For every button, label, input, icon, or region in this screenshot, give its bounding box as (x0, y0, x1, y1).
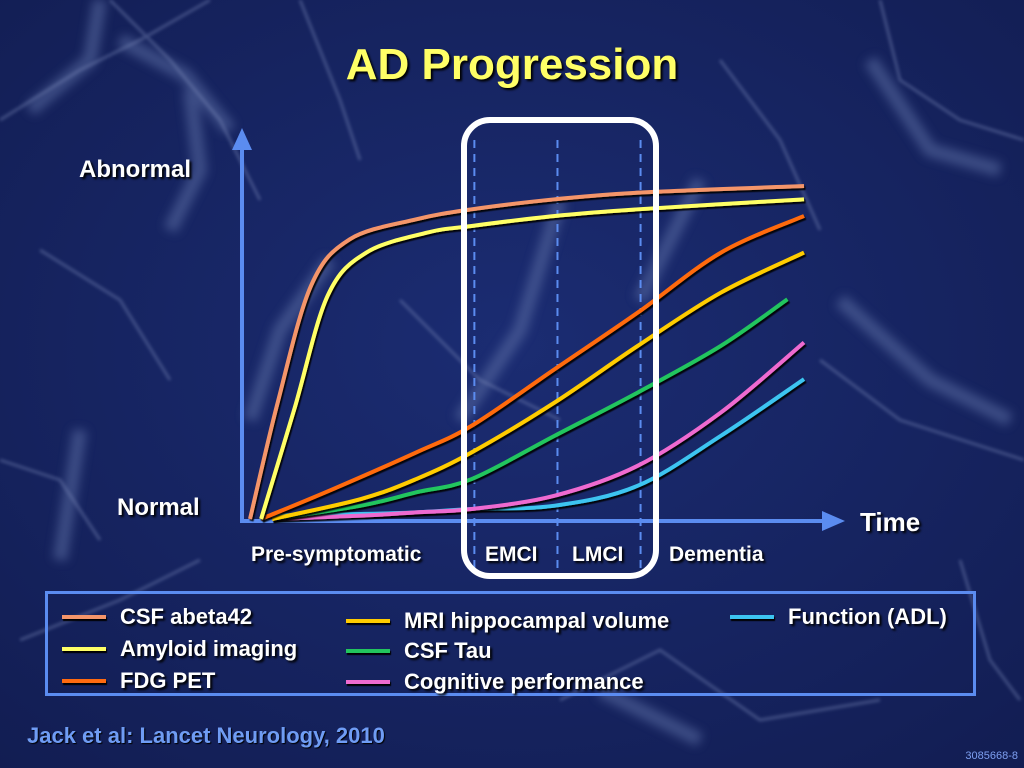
x-axis-time-label: Time (860, 507, 921, 537)
legend-item-cognitive-performance: Cognitive performance (346, 669, 644, 695)
legend-item-mri-hippocampal-volume: MRI hippocampal volume (346, 608, 669, 634)
legend-swatch (62, 615, 106, 619)
legend-item-csf-tau: CSF Tau (346, 638, 492, 664)
series-line-function-adl (272, 377, 806, 518)
series-curves (248, 184, 806, 521)
citation: Jack et al: Lancet Neurology, 2010 (27, 723, 385, 748)
mci-highlight-box (461, 117, 659, 579)
series-line-cognitive-performance (272, 340, 806, 521)
legend-label: Function (ADL) (788, 604, 947, 629)
slide-id: 3085668-8 (965, 750, 1018, 762)
stage-label-lmci: LMCI (572, 543, 624, 566)
y-axis-normal-label: Normal (117, 494, 200, 521)
legend-label: MRI hippocampal volume (404, 608, 670, 633)
stage-label-presymptomatic: Pre-symptomatic (251, 543, 422, 566)
stage-label-dementia: Dementia (669, 543, 764, 566)
chart-legend: CSF abeta42 Amyloid imaging FDG PET MRI … (45, 591, 976, 696)
legend-label: CSF abeta42 (120, 604, 253, 629)
legend-swatch (62, 647, 106, 651)
stage-boundaries (473, 140, 642, 570)
slide-title: AD Progression (345, 40, 679, 89)
legend-item-csf-abeta42: CSF abeta42 (62, 604, 252, 630)
series-line-mri-hippocampal-volume (271, 250, 805, 521)
y-axis-arrow-icon (232, 128, 252, 150)
legend-swatch (730, 615, 774, 619)
stage-label-emci: EMCI (485, 543, 538, 566)
legend-swatch (62, 679, 106, 683)
legend-label: Amyloid imaging (120, 636, 298, 661)
series-line-csf-abeta42 (248, 184, 805, 520)
legend-item-fdg-pet: FDG PET (62, 668, 215, 694)
legend-label: Cognitive performance (404, 669, 644, 694)
legend-label: FDG PET (120, 668, 216, 693)
series-line-amyloid-imaging (259, 197, 805, 520)
legend-swatch (346, 619, 390, 623)
legend-item-amyloid-imaging: Amyloid imaging (62, 636, 297, 662)
legend-label: CSF Tau (404, 638, 492, 663)
series-line-csf-tau (271, 297, 789, 521)
legend-swatch (346, 680, 390, 684)
series-line-fdg-pet (260, 214, 805, 521)
x-axis-arrow-icon (822, 511, 845, 531)
y-axis-abnormal-label: Abnormal (79, 156, 192, 183)
legend-swatch (346, 649, 390, 653)
legend-item-function-adl: Function (ADL) (730, 604, 947, 630)
